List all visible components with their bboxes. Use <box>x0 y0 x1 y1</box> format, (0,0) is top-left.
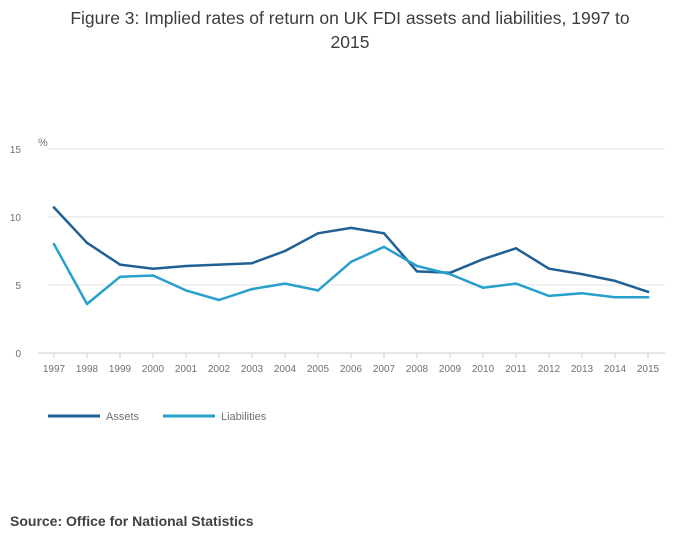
data-point-liabilities-2015 <box>646 295 650 299</box>
x-tick-label-2004: 2004 <box>274 364 297 375</box>
data-point-assets-2001 <box>184 264 188 268</box>
y-tick-label-5: 5 <box>15 281 21 292</box>
data-point-liabilities-2010 <box>481 286 485 289</box>
x-tick-label-2013: 2013 <box>571 364 594 375</box>
data-point-liabilities-2006 <box>349 260 353 264</box>
data-point-assets-2011 <box>514 247 518 250</box>
x-tick-label-2011: 2011 <box>505 364 527 375</box>
data-point-liabilities-2012 <box>547 294 551 298</box>
data-point-liabilities-2011 <box>514 282 518 285</box>
data-point-liabilities-2014 <box>613 295 617 299</box>
source-note: Source: Office for National Statistics <box>10 513 254 529</box>
data-point-liabilities-2003 <box>250 287 254 291</box>
data-point-liabilities-1997 <box>52 242 56 246</box>
series-line-liabilities <box>52 242 650 306</box>
chart-title: Figure 3: Implied rates of return on UK … <box>0 6 700 54</box>
x-tick-label-2012: 2012 <box>538 364 561 375</box>
y-tick-label-0: 0 <box>15 349 21 360</box>
data-point-assets-2012 <box>547 267 551 270</box>
data-point-liabilities-2005 <box>316 289 320 292</box>
data-point-liabilities-2013 <box>580 291 584 295</box>
data-point-liabilities-1999 <box>118 275 122 279</box>
legend-label-liabilities: Liabilities <box>221 411 267 423</box>
y-tick-label-10: 10 <box>10 213 22 224</box>
x-tick-label-2009: 2009 <box>439 364 462 375</box>
series-line-assets <box>52 206 650 294</box>
data-point-assets-2005 <box>316 232 320 235</box>
data-point-assets-2015 <box>646 290 650 294</box>
data-point-liabilities-2001 <box>184 289 188 292</box>
data-point-liabilities-1998 <box>85 302 89 306</box>
x-tick-label-2005: 2005 <box>307 364 330 375</box>
data-point-assets-2008 <box>415 270 419 273</box>
chart-title-line-2: 2015 <box>330 32 370 52</box>
data-point-assets-1999 <box>118 263 122 266</box>
x-tick-label-2003: 2003 <box>241 364 264 375</box>
x-tick-label-2002: 2002 <box>208 364 231 375</box>
data-point-assets-1998 <box>85 241 89 245</box>
x-tick-label-1998: 1998 <box>76 364 99 375</box>
y-axis-unit-label: % <box>38 137 48 149</box>
data-point-liabilities-2007 <box>382 245 386 249</box>
data-point-assets-2010 <box>481 257 485 261</box>
data-point-liabilities-2009 <box>448 272 452 276</box>
line-chart: 0 5 10 15% 1997 1998 1999 2000 2001 2002 2003 2004 2… <box>10 137 665 423</box>
x-tick-label-1997: 1997 <box>43 364 66 375</box>
legend-label-assets: Assets <box>106 411 140 423</box>
x-tick-label-2000: 2000 <box>142 364 165 375</box>
x-tick-label-2001: 2001 <box>175 364 198 375</box>
data-point-liabilities-2000 <box>151 274 155 277</box>
x-tick-label-2014: 2014 <box>604 364 627 375</box>
data-point-liabilities-2008 <box>415 264 419 268</box>
chart-title-line-1: Figure 3: Implied rates of return on UK … <box>70 8 630 28</box>
data-point-assets-2000 <box>151 267 155 270</box>
y-tick-label-15: 15 <box>10 145 22 156</box>
x-tick-label-2010: 2010 <box>472 364 495 375</box>
x-tick-label-2007: 2007 <box>373 364 396 375</box>
data-point-assets-2004 <box>283 249 287 253</box>
data-point-assets-2006 <box>349 226 353 230</box>
data-point-assets-2007 <box>382 232 386 235</box>
x-tick-label-2006: 2006 <box>340 364 363 375</box>
x-tick-label-1999: 1999 <box>109 364 132 375</box>
data-point-liabilities-2004 <box>283 282 287 285</box>
data-point-liabilities-2002 <box>217 298 221 302</box>
x-tick-label-2015: 2015 <box>637 364 660 375</box>
data-point-assets-2003 <box>250 261 254 265</box>
data-point-assets-2014 <box>613 279 617 283</box>
data-point-assets-1997 <box>52 206 56 209</box>
x-tick-label-2008: 2008 <box>406 364 429 375</box>
data-point-assets-2013 <box>580 272 584 276</box>
data-point-assets-2002 <box>217 263 221 266</box>
